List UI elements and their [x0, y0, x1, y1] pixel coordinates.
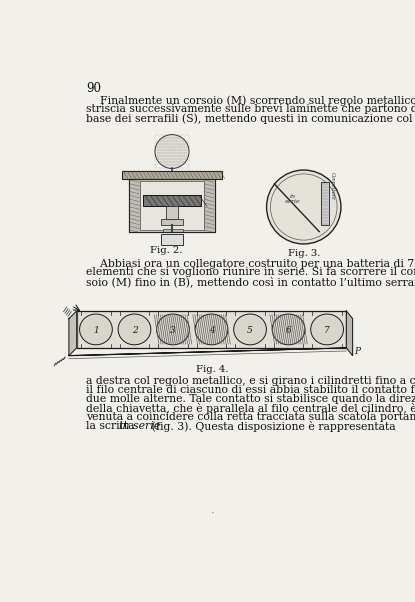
Text: Fig. 2.: Fig. 2. [150, 246, 183, 255]
Bar [122, 171, 222, 179]
Bar [143, 196, 201, 206]
Text: elementi che si vogliono riunire in serie. Si fa scorrere il cor-: elementi che si vogliono riunire in seri… [86, 267, 415, 278]
Text: 1: 1 [93, 326, 99, 335]
Polygon shape [347, 311, 353, 356]
Ellipse shape [118, 314, 151, 345]
Text: 90: 90 [86, 82, 101, 95]
Bar [161, 219, 183, 225]
Bar [204, 179, 215, 232]
Bar [140, 181, 204, 230]
Text: 2: 2 [132, 326, 137, 335]
Text: 4: 4 [209, 326, 215, 335]
Text: soio (М) fino in (B), mettendo così in contatto l’ultimo serrafili: soio (М) fino in (B), mettendo così in c… [86, 276, 415, 287]
Ellipse shape [195, 314, 228, 345]
Bar [77, 311, 347, 348]
Ellipse shape [272, 314, 305, 345]
Polygon shape [69, 348, 347, 356]
Ellipse shape [311, 314, 344, 345]
Text: Fig. 3.: Fig. 3. [288, 249, 320, 258]
Bar [321, 182, 329, 225]
Text: Connettore: Connettore [330, 172, 335, 200]
Text: due molle alterne. Tale contatto si stabilisce quando la direzione: due molle alterne. Tale contatto si stab… [86, 394, 415, 404]
Text: serie: serie [285, 199, 301, 204]
Text: venuta a coincidere colla retta tracciata sulla scatola portante: venuta a coincidere colla retta tracciat… [86, 412, 415, 422]
Bar [129, 179, 215, 232]
Text: Abbiasi ora un collegatore costruito per una batteria di 7: Abbiasi ora un collegatore costruito per… [86, 259, 414, 268]
Text: 5: 5 [247, 326, 253, 335]
Bar [166, 206, 178, 219]
Text: base dei serrafili (S), mettendo questi in comunicazione col regolo.: base dei serrafili (S), mettendo questi … [86, 113, 415, 123]
Ellipse shape [80, 314, 112, 345]
Polygon shape [69, 311, 77, 356]
Text: in: in [290, 194, 296, 199]
Text: striscia successivamente sulle brevi laminette che partono dalla: striscia successivamente sulle brevi lam… [86, 104, 415, 114]
Text: ·: · [210, 509, 214, 518]
Bar [161, 234, 183, 245]
Bar [129, 179, 140, 232]
Text: in serie: in serie [119, 421, 161, 430]
Text: 7: 7 [324, 326, 330, 335]
Text: 3: 3 [170, 326, 176, 335]
Text: 6: 6 [286, 326, 291, 335]
Bar [129, 179, 215, 232]
Ellipse shape [156, 314, 189, 345]
Text: a destra col regolo metallico, e si girano i cilindretti fino a che: a destra col regolo metallico, e si gira… [86, 376, 415, 386]
Text: il filo centrale di ciascuno di essi abbia stabilito il contatto fra: il filo centrale di ciascuno di essi abb… [86, 385, 415, 396]
Text: della chiavetta, che è parallela al filo centrale del cilindro, è: della chiavetta, che è parallela al filo… [86, 403, 415, 414]
Text: la scritta: la scritta [86, 421, 138, 430]
Ellipse shape [234, 314, 266, 345]
Text: (fig. 3). Questa disposizione è rappresentata: (fig. 3). Questa disposizione è rapprese… [148, 421, 395, 432]
Text: Fig. 4.: Fig. 4. [196, 365, 229, 374]
Bar [163, 229, 183, 232]
Text: Finalmente un corsoio (М) scorrendo sul regolo metallico (AB),: Finalmente un corsoio (М) scorrendo sul … [86, 95, 415, 106]
Circle shape [155, 135, 189, 169]
Circle shape [266, 170, 341, 244]
Text: P: P [354, 347, 360, 356]
